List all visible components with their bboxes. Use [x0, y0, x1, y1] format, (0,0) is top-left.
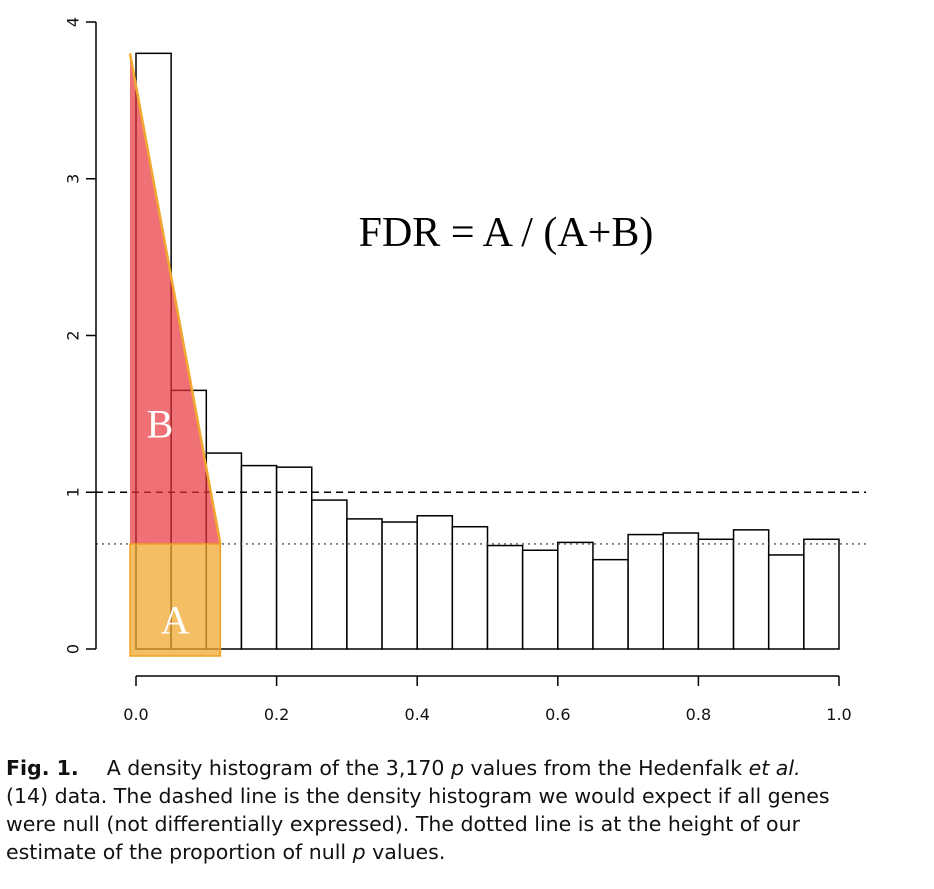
histogram-bar	[381, 521, 418, 650]
x-tick-label: 0.0	[123, 705, 148, 724]
y-tick-label: 4	[64, 17, 83, 27]
histogram-bar	[240, 464, 278, 650]
fdr-formula: FDR = A / (A+B)	[359, 210, 654, 256]
histogram-bar	[557, 541, 594, 650]
caption-text-1a: A density histogram of the 3,170	[106, 756, 451, 780]
histogram-bar	[521, 549, 559, 650]
histogram-bar	[416, 515, 454, 650]
histogram-bars	[135, 52, 840, 650]
y-axis: 0 1 2 3 4	[64, 17, 97, 654]
y-tick-label: 3	[64, 174, 83, 184]
x-tick-label: 0.8	[686, 705, 711, 724]
y-tick-label: 2	[64, 330, 83, 340]
histogram-bar	[275, 466, 313, 650]
caption-fig-label: Fig. 1.	[6, 756, 79, 780]
figure-caption: Fig. 1. A density histogram of the 3,170 …	[6, 754, 930, 866]
x-tick-label: 1.0	[826, 705, 851, 724]
histogram-bar	[451, 525, 489, 650]
caption-p-2: p	[352, 840, 366, 864]
histogram-bar	[627, 533, 664, 650]
x-tick-label: 0.6	[545, 705, 570, 724]
caption-text-4a: estimate of the proportion of null	[6, 840, 353, 864]
histogram-bar	[732, 529, 770, 650]
caption-p-1: p	[450, 756, 464, 780]
histogram-bar	[803, 538, 840, 650]
caption-text-1b: values from the Hedenfalk	[464, 756, 749, 780]
x-axis: 0.0 0.2 0.4 0.6 0.8 1.0	[123, 675, 852, 724]
histogram-bar	[311, 499, 348, 650]
caption-etal: et al.	[748, 756, 801, 780]
fdr-regions: BA	[128, 53, 222, 657]
histogram-bar	[486, 544, 524, 650]
region-b-label: B	[147, 401, 174, 446]
histogram-bar	[592, 558, 629, 650]
caption-text-4b: values.	[365, 840, 446, 864]
y-tick-label: 0	[64, 644, 83, 654]
x-tick-label: 0.4	[404, 705, 429, 724]
histogram-bar	[346, 518, 383, 650]
y-tick-label: 1	[64, 487, 83, 497]
histogram-bar	[767, 554, 805, 650]
histogram-bar	[662, 532, 700, 650]
caption-text-3: were null (not differentially expressed)…	[6, 812, 801, 836]
histogram-bar	[697, 538, 735, 650]
caption-text-2: (14) data. The dashed line is the densit…	[6, 784, 830, 808]
region-a-label: A	[161, 597, 190, 642]
region-a-rect	[129, 543, 222, 657]
x-tick-label: 0.2	[264, 705, 289, 724]
region-b-edge	[128, 53, 222, 545]
